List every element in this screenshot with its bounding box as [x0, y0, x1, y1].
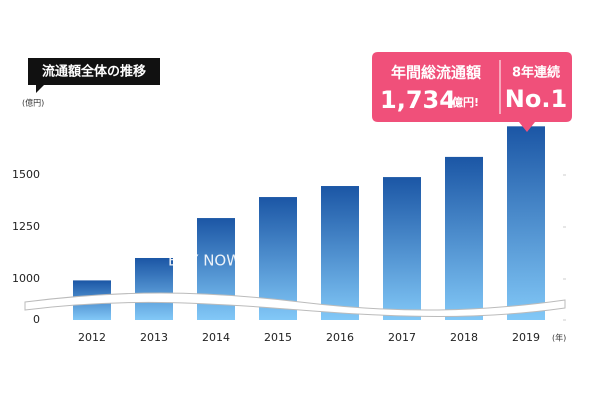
- x-tick-label: 2012: [78, 331, 106, 344]
- x-tick-label: 2018: [450, 331, 478, 344]
- x-tick-label: 2013: [140, 331, 168, 344]
- bar: [445, 156, 483, 320]
- bar: [135, 257, 173, 320]
- callout-label: 年間総流通額: [391, 64, 481, 82]
- x-tick-label: 2015: [264, 331, 292, 344]
- bar: [507, 126, 545, 320]
- x-tick-label: 2016: [326, 331, 354, 344]
- badge-label: 8年連続: [512, 65, 560, 81]
- axis-break: [24, 292, 566, 317]
- y-tick-label: 1250: [12, 220, 40, 233]
- y-tick-label: 1000: [12, 272, 40, 285]
- title-badge: 流通額全体の推移: [28, 58, 160, 93]
- y-unit: (億円): [22, 98, 44, 108]
- watermark: BUY NOW: [168, 252, 241, 270]
- bar: [383, 177, 421, 320]
- callout-amount: 1,734: [380, 86, 456, 114]
- callout: 年間総流通額 1,734 億円! 8年連続 No.1: [372, 52, 572, 132]
- chart-title: 流通額全体の推移: [42, 64, 146, 80]
- x-tick-label: 2017: [388, 331, 416, 344]
- callout-unit: 億円!: [452, 95, 479, 109]
- x-tick-label: 2014: [202, 331, 230, 344]
- bar: [321, 186, 359, 320]
- x-tick-label: 2019: [512, 331, 540, 344]
- x-unit: (年): [552, 333, 566, 343]
- y-tick-label: 1500: [12, 168, 40, 181]
- y-tick-label: 0: [33, 313, 40, 326]
- badge: No.1: [505, 85, 567, 113]
